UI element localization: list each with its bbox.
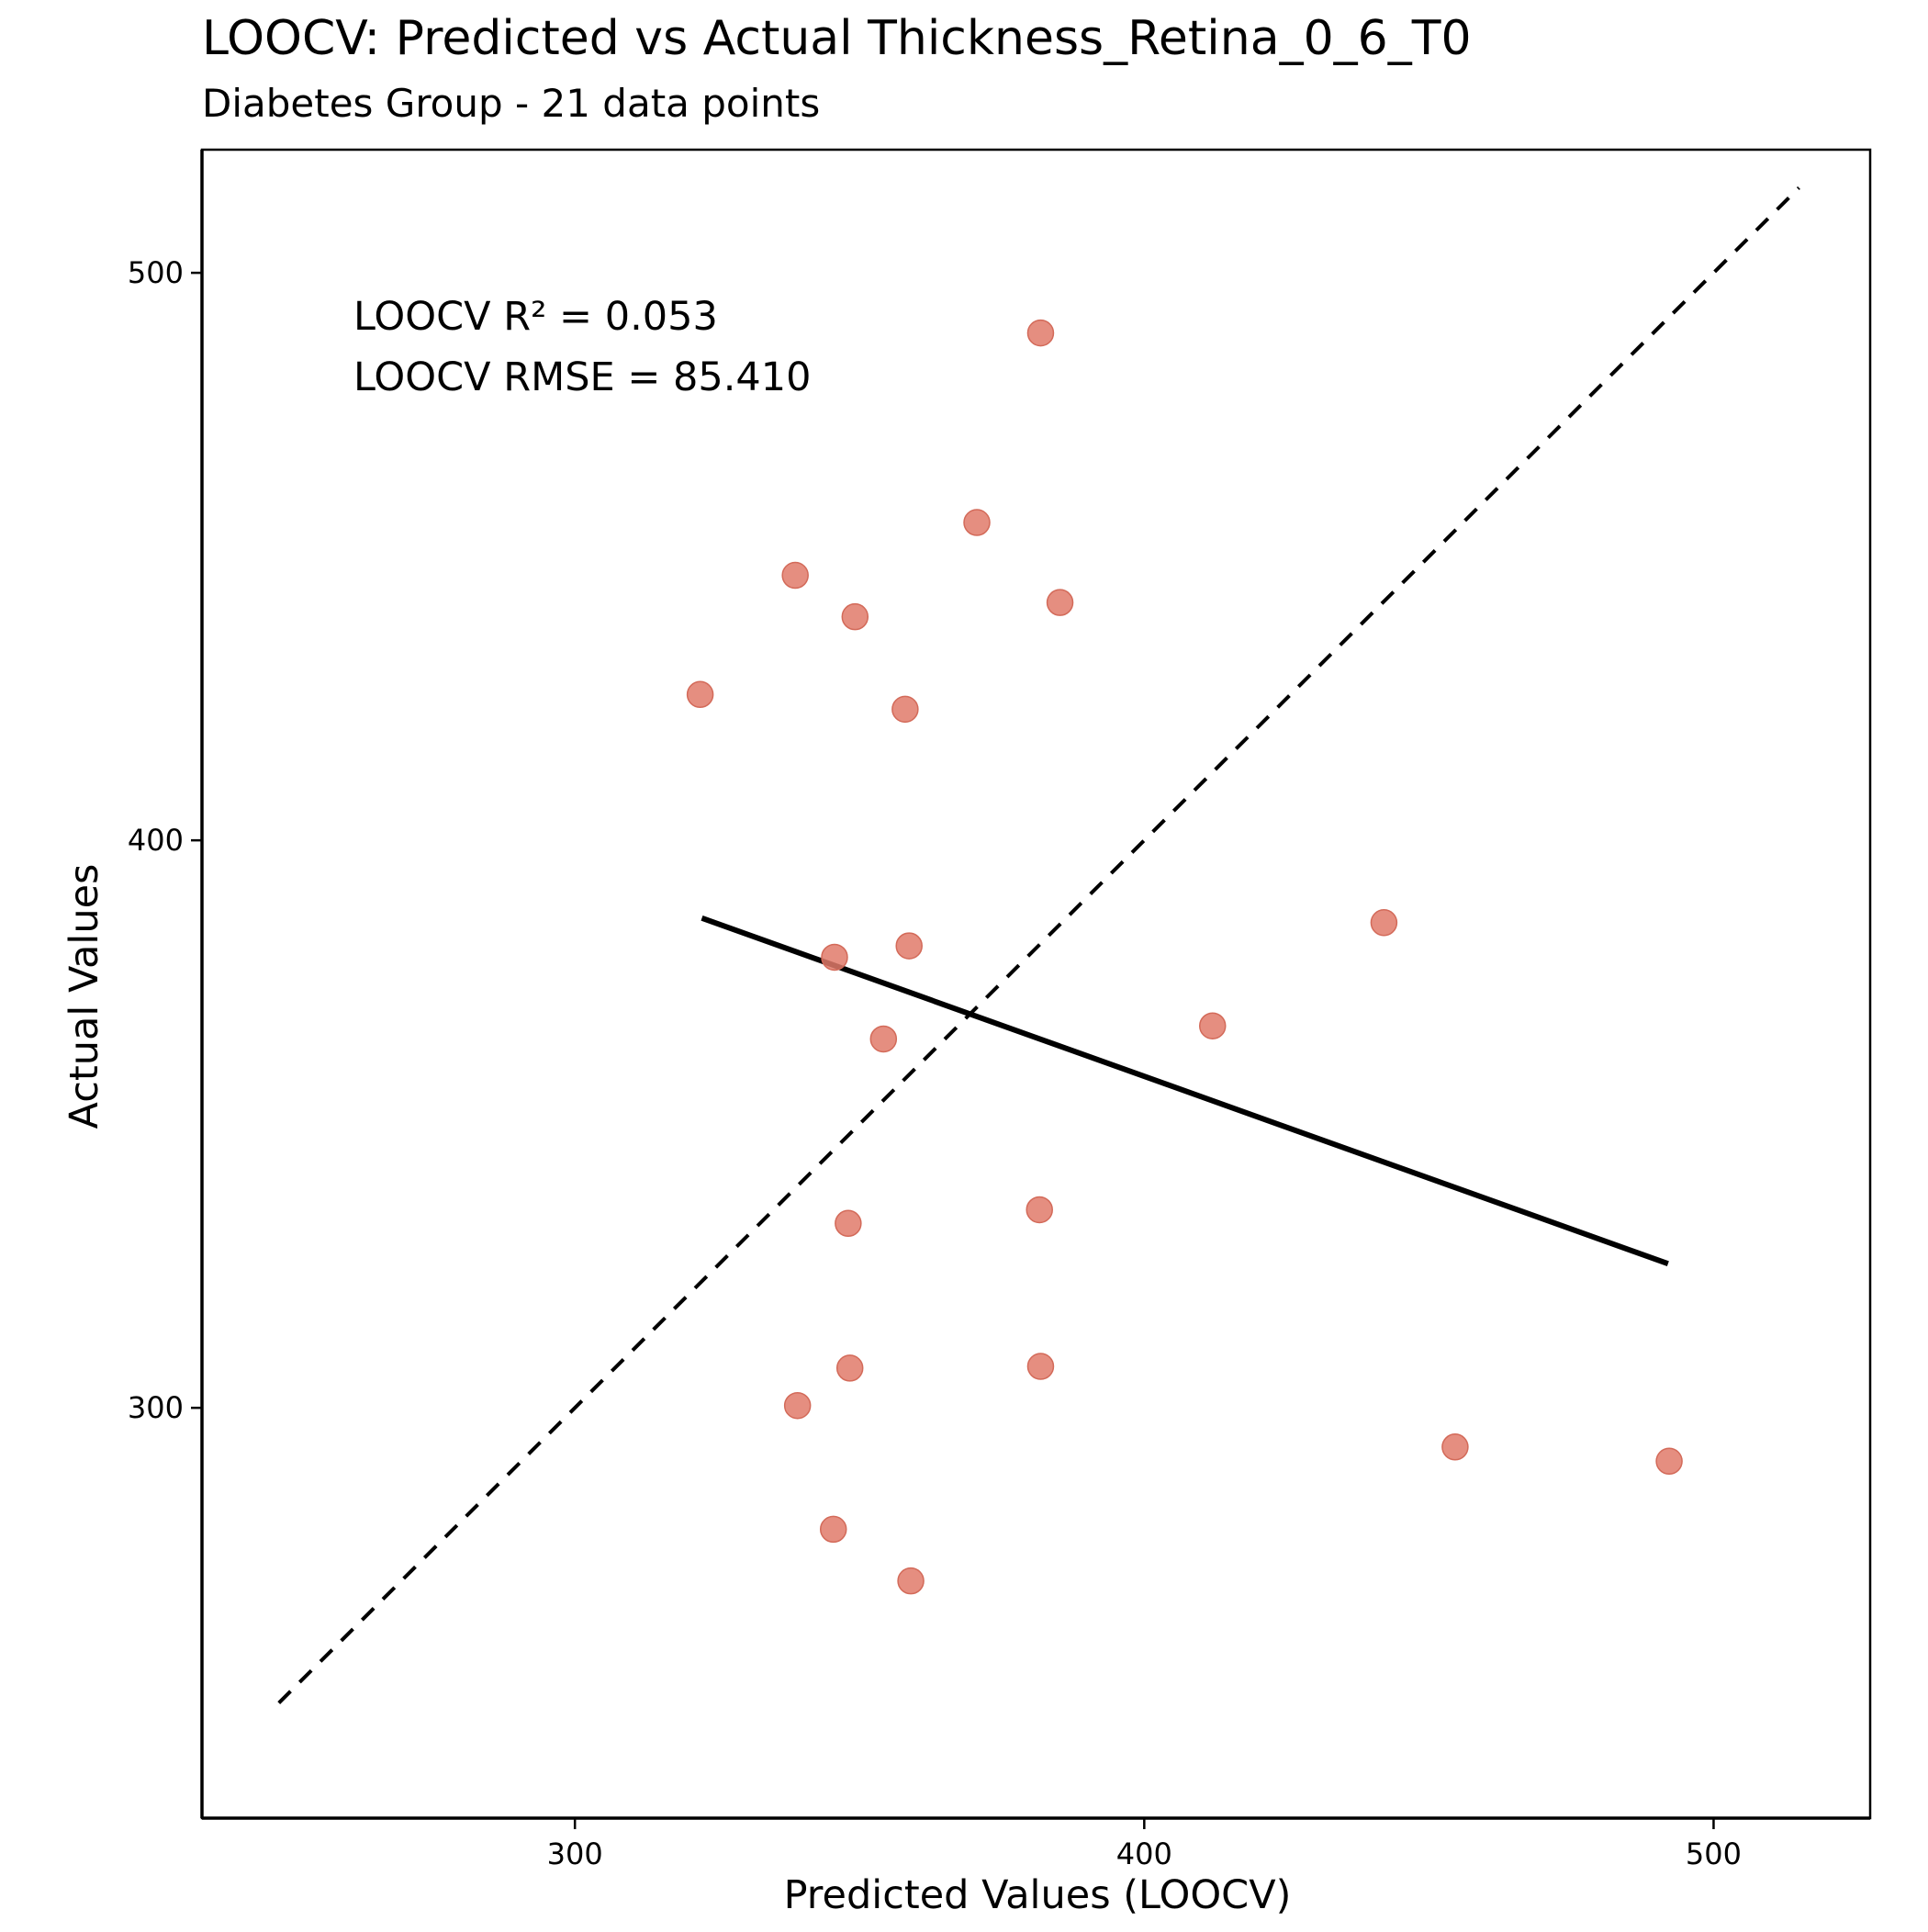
data-point (821, 943, 848, 972)
data-point (895, 932, 923, 960)
plot-area: 300 400 500 300 400 500 LOOCV R² = 0.053 LOOCV … (128, 148, 1872, 1871)
data-point (1026, 1353, 1055, 1380)
data-point (819, 1515, 847, 1544)
x-tick-label: 500 (1686, 1837, 1742, 1871)
data-point (869, 1025, 898, 1053)
data-point (897, 1567, 925, 1595)
x-axis-label: Predicted Values (LOOCV) (784, 1872, 1292, 1918)
data-point (1441, 1433, 1469, 1461)
data-point (1655, 1447, 1683, 1476)
data-point (1198, 1012, 1227, 1039)
x-tick-label: 300 (547, 1837, 603, 1871)
y-axis-label: Actual Values (62, 864, 107, 1129)
data-point (835, 1209, 862, 1238)
data-point (1026, 1196, 1053, 1224)
chart-title: LOOCV: Predicted vs Actual Thickness_Ret… (202, 11, 1472, 66)
data-point (783, 1391, 812, 1420)
y-tick-label: 400 (128, 823, 184, 858)
data-point (686, 680, 714, 709)
data-point (891, 695, 919, 724)
data-point (835, 1354, 864, 1382)
stats-annotation: LOOCV RMSE = 85.410 (353, 354, 812, 400)
data-point (1026, 319, 1055, 347)
data-point (963, 509, 991, 536)
identity-line (277, 185, 1800, 1704)
x-tick-label: 400 (1116, 1837, 1172, 1871)
data-point (1046, 589, 1074, 616)
stats-annotation: LOOCV R² = 0.053 (353, 294, 718, 340)
y-tick-label: 500 (128, 255, 184, 290)
data-point (781, 561, 809, 590)
y-tick-label: 300 (128, 1390, 184, 1425)
data-point (1370, 909, 1398, 937)
data-point (841, 602, 869, 631)
chart-subtitle: Diabetes Group - 21 data points (202, 81, 820, 126)
regression-line (701, 915, 1669, 1267)
